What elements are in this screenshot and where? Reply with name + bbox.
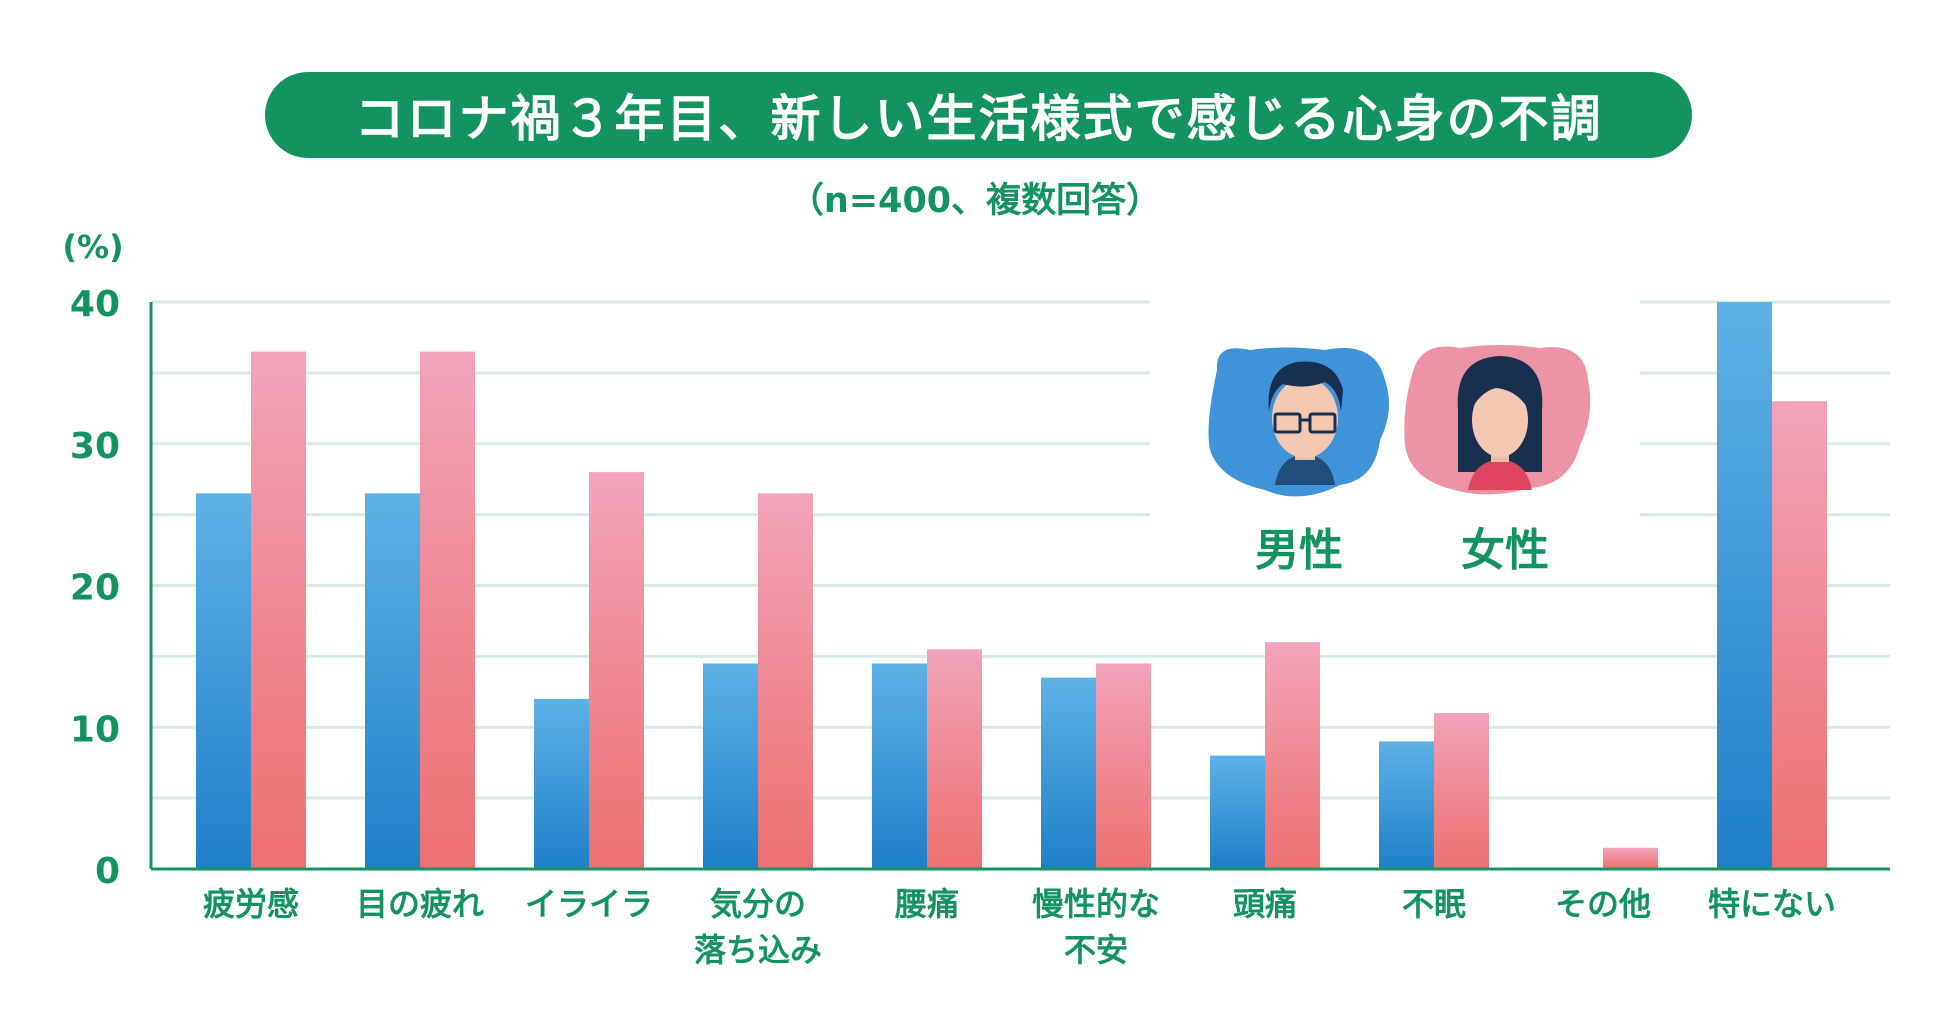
bar-female	[1096, 663, 1151, 869]
bar-female	[758, 493, 813, 869]
y-tick-label: 40	[70, 284, 120, 325]
x-category-label: 頭痛	[1233, 885, 1297, 923]
x-category-label: 慢性的な不安	[1032, 885, 1160, 969]
chart-title: コロナ禍３年目、新しい生活様式で感じる心身の不調	[265, 72, 1692, 158]
y-tick-label: 0	[95, 851, 120, 892]
bar-female	[589, 472, 644, 869]
y-tick-label: 10	[70, 709, 120, 750]
bar-male	[1210, 755, 1265, 869]
x-category-label: 目の疲れ	[356, 885, 484, 923]
x-category-label: 不眠	[1402, 885, 1466, 923]
y-tick-label: 30	[70, 426, 120, 467]
x-category-label: その他	[1555, 885, 1651, 923]
woman-icon	[1404, 345, 1591, 495]
bar-male	[196, 493, 251, 869]
bar-female	[1265, 642, 1320, 869]
x-category-label: 特にない	[1708, 885, 1836, 923]
bar-female	[251, 351, 306, 869]
man-with-glasses-icon	[1208, 347, 1389, 497]
legend-label-male: 男性	[1255, 525, 1343, 576]
bar-female	[1434, 713, 1489, 869]
x-category-label: 腰痛	[895, 885, 959, 923]
bar-female	[1772, 401, 1827, 869]
bar-female	[420, 351, 475, 869]
bar-female	[927, 649, 982, 869]
y-axis-unit-label: (%)	[62, 228, 123, 266]
legend-label-female: 女性	[1461, 525, 1549, 576]
bar-female	[1603, 847, 1658, 869]
bar-male	[1041, 677, 1096, 869]
bar-male	[872, 663, 927, 869]
x-category-label: 疲労感	[203, 885, 299, 923]
bar-male	[703, 663, 758, 869]
chart-subtitle: （n=400、複数回答）	[788, 181, 1162, 221]
x-category-label: イライラ	[525, 885, 653, 923]
bar-male	[1379, 741, 1434, 869]
y-tick-label: 20	[70, 568, 120, 609]
x-category-label: 気分の落ち込み	[694, 885, 822, 969]
bar-male	[1717, 302, 1772, 869]
bar-male	[365, 493, 420, 869]
bar-male	[534, 698, 589, 869]
